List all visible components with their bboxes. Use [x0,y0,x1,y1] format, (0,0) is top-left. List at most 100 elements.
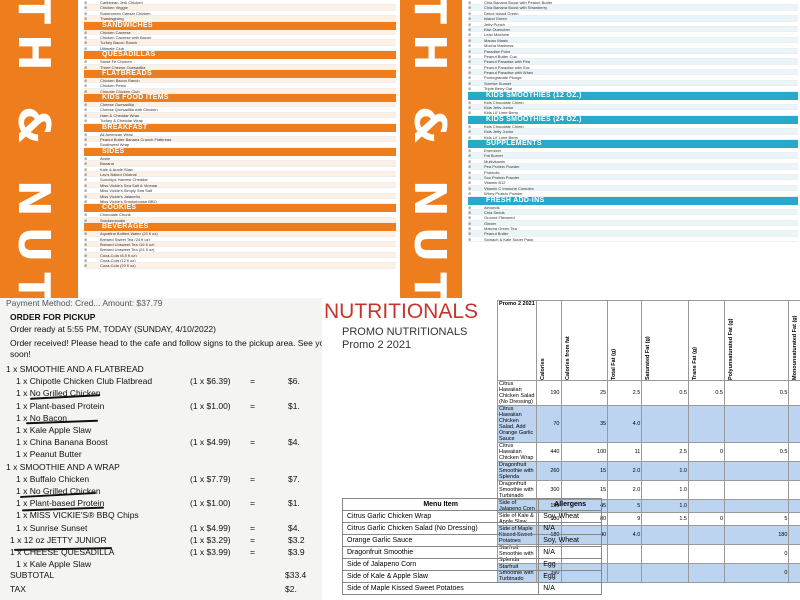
nutrition-value [723,499,790,513]
nutrition-value: 440 [788,525,800,545]
menu-icon: ⊕ [468,236,472,242]
nutrition-value [641,563,689,583]
nutrition-value [607,563,643,583]
menu-item-name: Dragonfruit Smoothie with Splenda [497,461,537,481]
receipt-item: 1 x Plant-based Protein [16,498,105,509]
item-name: Probiotic [484,169,500,174]
menu-icon: ⊕ [468,164,472,170]
nutrition-value [687,405,726,443]
item-name: Cheese Quesadilla [100,102,134,107]
table-row: Side of Jalapeno Corn Egg [341,558,602,571]
nutrition-value: 4.0 [607,405,643,443]
table-row: ⊕ Energizer [468,148,798,154]
item-name: Peanut Butter [484,231,509,236]
column-header: Calories from fat [560,300,609,381]
item-name: Three Cheese Quesadilla [100,64,146,69]
menu-icon: ⊕ [84,29,88,35]
nutrition-value: 1.0 [641,480,689,500]
menu-icon: ⊕ [468,16,472,22]
table-row: ⊕ Kids Jetty Junior [468,105,798,111]
table-row: ⊕ Paradise Point [468,48,798,54]
menu-icon: ⊕ [468,220,472,226]
item-name: All American Wrap [100,131,133,137]
menu-icon: ⊕ [84,83,88,89]
promo-period: Promo 2 2021 [342,339,412,351]
menu-icon: ⊕ [84,258,88,264]
table-row: ⊕ Chia Banana Boost with Strawberry [468,5,798,11]
tax-value: $2. [285,584,297,594]
table-row: ⊕ Mocha Madness [468,43,798,49]
vertical-title: TH & NUTRITION G [8,0,59,298]
table-row: Citrus Garlic Chicken Salad (No Dressing… [341,522,602,535]
table-row: ⊕ Lay's Baked Original [84,171,396,178]
item-name: Chicken Pesto [100,83,126,88]
menu-icon: ⊕ [84,45,88,51]
table-row: ⊕ Detox Island Green [468,11,798,17]
item-name: Kids Jetty Junior [484,105,514,110]
menu-icon: ⊕ [84,10,88,16]
item-name: Peanut Paradise with Pea [484,59,531,64]
receipt-item-price: (1 x $4.99) [190,437,231,448]
table-row: ⊕ Chicken Caprese [84,29,396,35]
item-name: Turkey & Cheddar Wrap [100,118,143,123]
table-row: ⊕ Cheese Quesadilla with Chicken [84,107,396,113]
menu-item-name: Citrus Hawaiian Chicken Salad (No Dressi… [497,380,537,406]
table-row: ⊕ Spinach & Kale Super Pack [468,236,798,243]
item-name: Snickerdoodle [100,217,126,223]
nutrition-value: 1.5 [641,512,689,526]
nutrition-value: 0 [723,563,790,583]
item-name: Sunrise Sunset [484,80,512,86]
item-name: Kids Chocolate Chimp [484,99,524,105]
table-row: ⊕ Kiwi Quencher [468,26,798,33]
item-name: Cheese Quesadilla with Chicken [100,107,158,112]
table-row: ⊕ Apple [84,156,396,162]
nutrition-value [641,525,689,545]
table-row: ⊕ Sunchips Harvest Cheddar [84,177,396,183]
table-row: ⊕ Ginger [468,220,798,227]
menu-icon: ⊕ [84,177,88,183]
item-name: Pea Protein Powder [484,164,520,169]
menu-item-name: Citrus Garlic Chicken Wrap [341,510,540,523]
nutrition-value: 400 [788,563,800,583]
section-header: QUESADILLAS [84,51,396,60]
receipt-item: 1 x Sunrise Sunset [16,522,88,533]
item-name: Chia Seeds [484,209,505,215]
nutrition-value: 1.0 [641,461,689,481]
column-header-label: Calories from fat [564,336,571,380]
nutrition-value [788,405,800,443]
item-name: Spinach & Kale Super Pack [484,236,534,242]
nutrition-value [723,405,790,443]
column-header-label: Trans Fat (g) [691,346,698,380]
table-row: ⊕ Whey Protein Powder [468,191,798,197]
receipt-item: 1 x Kale Apple Slaw [16,425,92,435]
menu-icon: ⊕ [84,198,88,204]
receipt-item-total: $1. [288,400,300,411]
menu-icon: ⊕ [84,161,88,167]
section-header: FRESH ADD-INS [468,196,798,205]
menu-icon: ⊕ [468,0,472,5]
equals-sign: = [250,547,255,557]
menu-icon: ⊕ [84,247,88,253]
nutrition-value: 5 [607,499,643,513]
table-row: ⊕ Sunrise Sunset [468,80,798,87]
menu-icon: ⊕ [84,212,88,218]
nutrition-value [723,480,790,500]
menu-icon: ⊕ [468,53,472,59]
menu-icon: ⊕ [468,134,472,140]
item-name: Miss Vickie's Jalapeño [100,193,141,198]
table-row: ⊕ Fat Burner [468,153,798,159]
column-header: Calories [535,300,562,381]
menu-icon: ⊕ [84,241,88,247]
order-receipt: Payment Method: Cred... Amount: $37.79 O… [0,298,340,600]
column-header-label: Saturated Fat (g) [645,336,652,380]
menu-icon: ⊕ [84,40,88,46]
item-name: Caribbean Jerk Chicken [100,0,143,5]
menu-icon: ⊕ [468,99,472,105]
item-name: Chipotle Chicken Club [100,88,140,94]
item-name: Multivitamin [484,158,506,164]
table-row: Dragonfruit Smoothie with Splenda 260 15 2.… [497,461,800,481]
table-row: Citrus Hawaiian Chicken Wrap 440 100 11 2.5 0… [497,442,800,462]
table-row: ⊕ Chia Seeds [468,209,798,216]
menu-icon: ⊕ [468,169,472,175]
menu-item-name: Side of Kale & Apple Slaw [341,570,540,583]
